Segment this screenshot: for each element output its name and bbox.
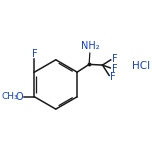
Text: HCl: HCl — [132, 61, 150, 71]
Text: F: F — [32, 49, 37, 59]
Text: CH₃: CH₃ — [2, 92, 19, 101]
Text: F: F — [112, 64, 117, 74]
Text: F: F — [112, 54, 118, 64]
Text: O: O — [16, 92, 23, 102]
Text: NH₂: NH₂ — [81, 41, 99, 51]
Text: F: F — [110, 73, 116, 83]
